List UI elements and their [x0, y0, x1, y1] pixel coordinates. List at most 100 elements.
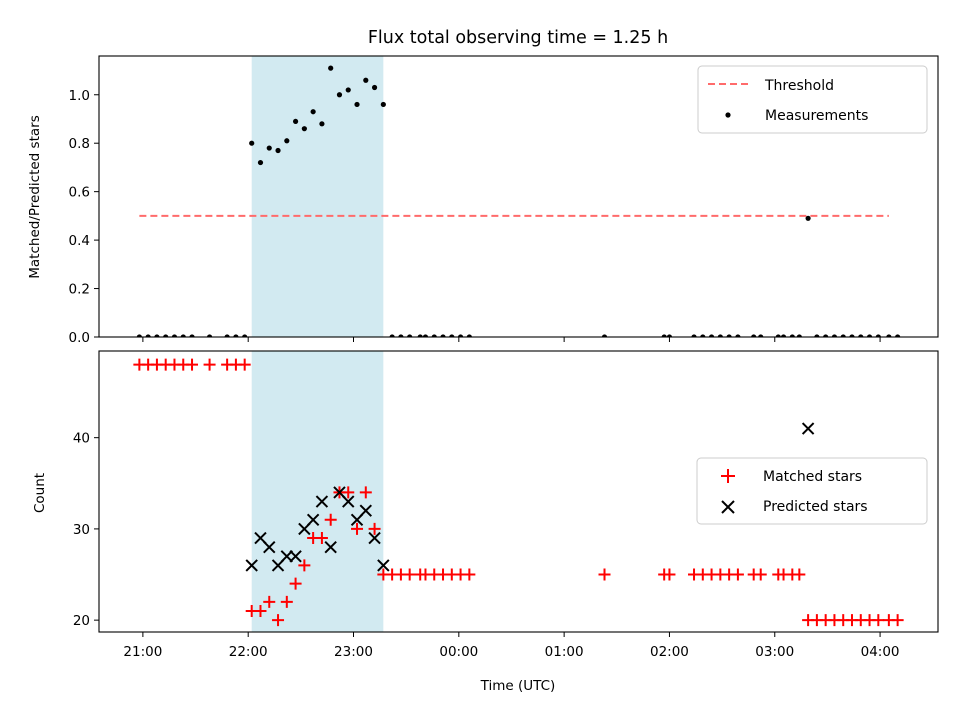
measurement-point: [154, 334, 160, 337]
measurement-point: [858, 334, 864, 337]
matched-stars-point: [754, 568, 767, 581]
measurement-point: [171, 334, 178, 337]
measurement-point: [661, 334, 667, 337]
measurement-point: [700, 334, 706, 337]
measurement-point: [328, 65, 334, 71]
matched-stars-legend-marker: [721, 469, 735, 483]
top-y-tick-label: 0.0: [69, 330, 90, 346]
predicted-stars-legend-label: Predicted stars: [763, 499, 868, 515]
bottom-x-tick-label: 23:00: [334, 644, 373, 660]
measurement-point: [371, 84, 378, 91]
bottom-y-tick-label: 20: [73, 613, 90, 629]
predicted-stars-point: [306, 513, 320, 526]
measurement-point: [389, 334, 395, 337]
top-y-axis-label: Matched/Predicted stars: [27, 115, 43, 278]
measurement-point: [398, 334, 404, 337]
measurement-point: [466, 334, 472, 337]
top-y-tick-label: 1.0: [69, 88, 90, 104]
top-observing-window: [251, 56, 384, 337]
measurement-point: [136, 334, 142, 337]
predicted-stars-point: [377, 559, 390, 572]
top-y-tick-label: 0.4: [69, 233, 90, 249]
matched-stars-point: [342, 486, 355, 499]
bottom-x-tick-label: 02:00: [650, 644, 689, 660]
measurement-point: [284, 138, 290, 144]
predicted-stars-point: [289, 550, 302, 563]
bottom-x-tick-label: 00:00: [439, 644, 478, 660]
measurement-point: [224, 334, 230, 337]
measurement-point: [319, 121, 325, 127]
measurements-series: [136, 65, 901, 337]
measurement-point: [780, 334, 787, 337]
bottom-plot-area: [133, 351, 904, 632]
measurement-point: [336, 92, 343, 98]
bottom-legend-box: [696, 457, 928, 525]
matched-stars-point: [598, 568, 611, 581]
top-legend-box: [697, 65, 928, 134]
predicted-stars-legend-marker: [721, 500, 735, 514]
measurement-point: [666, 334, 673, 337]
predicted-stars-point: [801, 422, 815, 435]
matched-stars-point: [891, 614, 904, 627]
measurement-point: [380, 101, 386, 108]
matched-stars-point: [872, 614, 885, 627]
matched-stars-point: [254, 605, 267, 618]
matched-stars-point: [238, 358, 251, 371]
measurement-point: [796, 334, 802, 337]
measurement-point: [726, 334, 732, 337]
measurement-point: [457, 334, 464, 337]
predicted-stars-point: [324, 540, 337, 554]
measurement-point: [431, 334, 437, 337]
matched-stars-point: [403, 568, 416, 581]
measurement-point: [233, 334, 239, 337]
bottom-x-tick-label: 03:00: [755, 644, 794, 660]
predicted-stars-point: [245, 559, 258, 572]
matched-stars-point: [186, 358, 199, 371]
measurement-point: [866, 334, 873, 337]
measurement-point: [275, 147, 281, 154]
measurement-point: [242, 334, 248, 337]
measurement-point: [875, 334, 881, 337]
bottom-y-tick-label: 40: [73, 431, 90, 447]
top-y-tick-label: 0.6: [69, 185, 90, 201]
measurement-point: [691, 334, 697, 337]
measurement-point: [849, 334, 855, 337]
measurement-point: [775, 334, 781, 337]
measurement-point: [708, 334, 715, 337]
measurement-point: [354, 101, 360, 108]
predicted-stars-point: [280, 550, 294, 563]
predicted-stars-point: [342, 495, 355, 508]
measurement-point: [163, 334, 169, 337]
measurement-point: [823, 334, 829, 337]
matched-stars-point: [793, 568, 806, 581]
matched-stars-point: [298, 559, 311, 572]
measurement-point: [206, 334, 213, 337]
matched-stars-point: [731, 568, 744, 581]
bottom-legend: Matched stars Predicted stars: [696, 457, 928, 525]
top-frame: [98, 55, 939, 338]
measurement-point: [814, 334, 820, 337]
measurement-point: [735, 334, 741, 337]
measurement-point: [266, 145, 272, 151]
matched-stars-point: [359, 486, 372, 499]
measurement-point: [840, 334, 846, 337]
predicted-stars-series: [245, 422, 815, 572]
matched-stars-point: [263, 595, 276, 608]
ratio-plot-panel: 0.0 0.2 0.4 0.6 0.8 1.0: [69, 55, 939, 346]
measurement-point: [805, 215, 811, 221]
measurement-point: [417, 334, 423, 337]
measurement-point: [422, 334, 429, 337]
matched-stars-legend-label: Matched stars: [763, 469, 862, 485]
measurement-point: [180, 334, 186, 337]
measurement-point: [363, 77, 369, 83]
measurement-point: [145, 334, 151, 337]
measurements-legend-label: Measurements: [765, 108, 868, 124]
predicted-stars-point: [315, 495, 329, 508]
measurements-legend-marker: [725, 112, 731, 118]
measurement-point: [292, 118, 299, 125]
threshold-legend-label: Threshold: [764, 78, 834, 94]
measurement-point: [440, 334, 446, 337]
measurement-point: [301, 126, 307, 132]
bottom-y-tick-label: 30: [73, 522, 90, 538]
matched-stars-point: [272, 614, 285, 627]
